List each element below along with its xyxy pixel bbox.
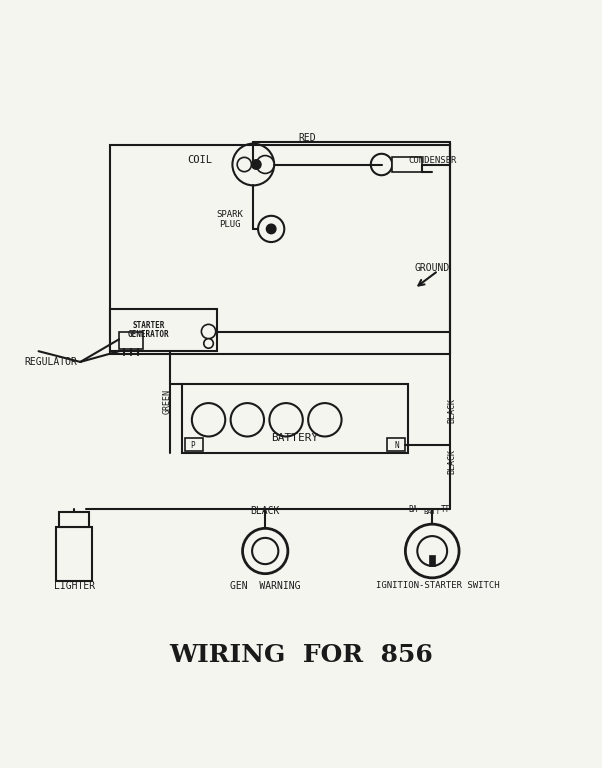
Bar <box>110 145 450 354</box>
Circle shape <box>202 324 216 339</box>
Circle shape <box>204 339 213 348</box>
Circle shape <box>405 525 459 578</box>
Text: BATT: BATT <box>424 509 441 515</box>
Text: BATTERY: BATTERY <box>272 432 318 442</box>
Circle shape <box>243 528 288 574</box>
Text: COIL: COIL <box>187 155 212 165</box>
Text: REGULATOR: REGULATOR <box>24 357 77 367</box>
Circle shape <box>258 216 284 242</box>
Circle shape <box>417 536 447 566</box>
Text: STARTER: STARTER <box>132 321 165 330</box>
Circle shape <box>308 403 341 436</box>
Text: LIGHTER: LIGHTER <box>54 581 95 591</box>
Text: GENERATOR: GENERATOR <box>128 330 170 339</box>
Circle shape <box>231 403 264 436</box>
Circle shape <box>256 156 274 174</box>
Bar <box>60 512 89 527</box>
Bar <box>110 310 217 351</box>
Text: TT: TT <box>441 505 450 514</box>
Text: WIRING  FOR  856: WIRING FOR 856 <box>169 644 433 667</box>
Text: GREEN: GREEN <box>163 389 172 415</box>
Bar <box>393 157 422 172</box>
Circle shape <box>192 403 225 436</box>
Text: IGNITION-STARTER SWITCH: IGNITION-STARTER SWITCH <box>376 581 500 590</box>
Text: CONDENSER: CONDENSER <box>408 156 456 165</box>
Bar <box>182 384 408 452</box>
Circle shape <box>252 160 261 169</box>
Text: BA: BA <box>408 505 417 514</box>
Circle shape <box>237 157 252 172</box>
Text: GROUND: GROUND <box>415 263 450 273</box>
Circle shape <box>269 403 303 436</box>
Circle shape <box>252 538 278 564</box>
Bar <box>388 438 405 451</box>
Text: BLACK: BLACK <box>447 399 456 423</box>
Text: BLACK: BLACK <box>447 449 456 474</box>
Text: PLUG: PLUG <box>219 220 240 229</box>
Text: RED: RED <box>298 134 316 144</box>
Text: BLACK: BLACK <box>250 506 280 516</box>
Text: GEN  WARNING: GEN WARNING <box>230 581 300 591</box>
Circle shape <box>371 154 393 175</box>
Circle shape <box>267 224 276 233</box>
Bar <box>429 555 435 566</box>
Text: SPARK: SPARK <box>216 210 243 219</box>
Bar <box>57 527 92 581</box>
Text: P: P <box>190 441 195 450</box>
Bar <box>185 438 203 451</box>
Bar <box>119 332 143 349</box>
Text: N: N <box>394 441 399 450</box>
